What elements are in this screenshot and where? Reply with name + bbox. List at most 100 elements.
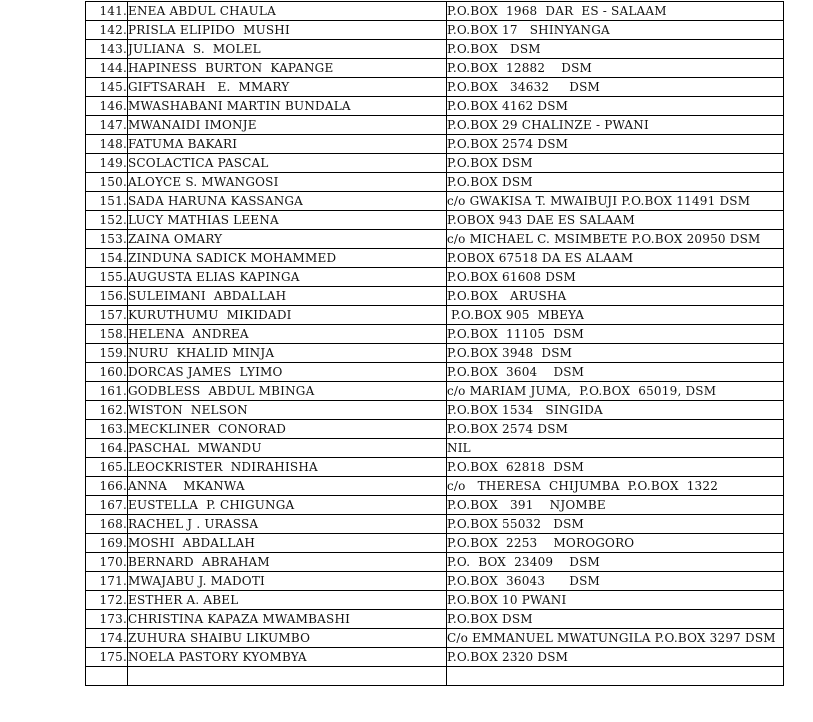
table-row: 167. EUSTELLA P. CHIGUNGA P.O.BOX 391 NJOM… [85, 495, 784, 515]
table-row: 144. HAPINESS BURTON KAPANGE P.O.BOX 12882… [85, 58, 784, 78]
person-name: MECKLINER CONORAD [127, 419, 447, 439]
person-name: ALOYCE S. MWANGOSI [127, 172, 447, 192]
person-name: WISTON NELSON [127, 400, 447, 420]
person-name: NURU KHALID MINJA [127, 343, 447, 363]
person-name: NOELA PASTORY KYOMBYA [127, 647, 447, 667]
person-name: LEOCKRISTER NDIRAHISHA [127, 457, 447, 477]
person-name: SCOLACTICA PASCAL [127, 153, 447, 173]
address: P.O.BOX 391 NJOMBE [446, 495, 784, 515]
row-number: 141. [85, 1, 128, 21]
row-number: 154. [85, 248, 128, 268]
address: P.O.BOX 1534 SINGIDA [446, 400, 784, 420]
row-number: 146. [85, 96, 128, 116]
address: P.O.BOX 905 MBEYA [446, 305, 784, 325]
table-row-partial [85, 666, 784, 686]
address: P.O.BOX 2253 MOROGORO [446, 533, 784, 553]
table-row: 172. ESTHER A. ABEL P.O.BOX 10 PWANI [85, 590, 784, 610]
address: c/o MARIAM JUMA, P.O.BOX 65019, DSM [446, 381, 784, 401]
table-row: 165. LEOCKRISTER NDIRAHISHA P.O.BOX 62818 … [85, 457, 784, 477]
person-name: ANNA MKANWA [127, 476, 447, 496]
row-number: 164. [85, 438, 128, 458]
table-row: 157. KURUTHUMU MIKIDADI P.O.BOX 905 MBEYA [85, 305, 784, 325]
address: P.O.BOX 29 CHALINZE - PWANI [446, 115, 784, 135]
row-number: 166. [85, 476, 128, 496]
address: P.O.BOX 2574 DSM [446, 419, 784, 439]
address: P.O.BOX 55032 DSM [446, 514, 784, 534]
row-number: 147. [85, 115, 128, 135]
address: P.O.BOX 10 PWANI [446, 590, 784, 610]
person-name: ZUHURA SHAIBU LIKUMBO [127, 628, 447, 648]
address: P.OBOX 67518 DA ES ALAAM [446, 248, 784, 268]
address: C/o EMMANUEL MWATUNGILA P.O.BOX 3297 DSM [446, 628, 784, 648]
table-row: 160. DORCAS JAMES LYIMO P.O.BOX 3604 DSM [85, 362, 784, 382]
address: P.O.BOX 3604 DSM [446, 362, 784, 382]
row-number: 150. [85, 172, 128, 192]
row-number: 155. [85, 267, 128, 287]
address: NIL [446, 438, 784, 458]
table-row: 154. ZINDUNA SADICK MOHAMMED P.OBOX 67518 … [85, 248, 784, 268]
address: P.OBOX 943 DAE ES SALAAM [446, 210, 784, 230]
table-row: 152. LUCY MATHIAS LEENA P.OBOX 943 DAE ES … [85, 210, 784, 230]
person-name: EUSTELLA P. CHIGUNGA [127, 495, 447, 515]
address: P.O.BOX DSM [446, 172, 784, 192]
address: P.O.BOX 34632 DSM [446, 77, 784, 97]
person-name: MWAJABU J. MADOTI [127, 571, 447, 591]
table-row: 142. PRISLA ELIPIDO MUSHI P.O.BOX 17 SHINY… [85, 20, 784, 40]
person-name: ZAINA OMARY [127, 229, 447, 249]
table-row: 151. SADA HARUNA KASSANGA c/o GWAKISA T. M… [85, 191, 784, 211]
table-row: 158. HELENA ANDREA P.O.BOX 11105 DSM [85, 324, 784, 344]
address: P.O.BOX 61608 DSM [446, 267, 784, 287]
row-number: 172. [85, 590, 128, 610]
table-row: 175. NOELA PASTORY KYOMBYA P.O.BOX 2320 DS… [85, 647, 784, 667]
table-row: 155. AUGUSTA ELIAS KAPINGA P.O.BOX 61608 D… [85, 267, 784, 287]
row-number: 171. [85, 571, 128, 591]
row-number: 149. [85, 153, 128, 173]
row-number: 153. [85, 229, 128, 249]
empty-cell [446, 666, 784, 686]
table-row: 156. SULEIMANI ABDALLAH P.O.BOX ARUSHA [85, 286, 784, 306]
person-name: SADA HARUNA KASSANGA [127, 191, 447, 211]
row-number: 175. [85, 647, 128, 667]
row-number: 173. [85, 609, 128, 629]
address: P.O.BOX DSM [446, 39, 784, 59]
person-name: GODBLESS ABDUL MBINGA [127, 381, 447, 401]
address: P.O.BOX DSM [446, 609, 784, 629]
person-name: ZINDUNA SADICK MOHAMMED [127, 248, 447, 268]
table-row: 145. GIFTSARAH E. MMARY P.O.BOX 34632 DSM [85, 77, 784, 97]
table-row: 146. MWASHABANI MARTIN BUNDALA P.O.BOX 416… [85, 96, 784, 116]
row-number: 174. [85, 628, 128, 648]
row-number: 161. [85, 381, 128, 401]
table-row: 141. ENEA ABDUL CHAULA P.O.BOX 1968 DAR ES… [85, 1, 784, 21]
address: P.O.BOX 36043 DSM [446, 571, 784, 591]
person-name: ENEA ABDUL CHAULA [127, 1, 447, 21]
person-name: CHRISTINA KAPAZA MWAMBASHI [127, 609, 447, 629]
empty-cell [85, 666, 128, 686]
address: P.O.BOX 11105 DSM [446, 324, 784, 344]
person-name: SULEIMANI ABDALLAH [127, 286, 447, 306]
row-number: 148. [85, 134, 128, 154]
address: c/o THERESA CHIJUMBA P.O.BOX 1322 [446, 476, 784, 496]
table-row: 162. WISTON NELSON P.O.BOX 1534 SINGIDA [85, 400, 784, 420]
address: P.O.BOX 3948 DSM [446, 343, 784, 363]
person-name: KURUTHUMU MIKIDADI [127, 305, 447, 325]
person-name: RACHEL J . URASSA [127, 514, 447, 534]
row-number: 145. [85, 77, 128, 97]
table-row: 147. MWANAIDI IMONJE P.O.BOX 29 CHALINZE -… [85, 115, 784, 135]
po-box-table-body: 141. ENEA ABDUL CHAULA P.O.BOX 1968 DAR ES… [85, 1, 784, 686]
row-number: 142. [85, 20, 128, 40]
table-row: 170. BERNARD ABRAHAM P.O. BOX 23409 DSM [85, 552, 784, 572]
row-number: 167. [85, 495, 128, 515]
row-number: 169. [85, 533, 128, 553]
row-number: 159. [85, 343, 128, 363]
address: P.O.BOX ARUSHA [446, 286, 784, 306]
person-name: BERNARD ABRAHAM [127, 552, 447, 572]
row-number: 170. [85, 552, 128, 572]
table-row: 168. RACHEL J . URASSA P.O.BOX 55032 DSM [85, 514, 784, 534]
table-row: 171. MWAJABU J. MADOTI P.O.BOX 36043 DSM [85, 571, 784, 591]
person-name: PRISLA ELIPIDO MUSHI [127, 20, 447, 40]
row-number: 157. [85, 305, 128, 325]
row-number: 151. [85, 191, 128, 211]
row-number: 162. [85, 400, 128, 420]
address: c/o GWAKISA T. MWAIBUJI P.O.BOX 11491 DS… [446, 191, 784, 211]
